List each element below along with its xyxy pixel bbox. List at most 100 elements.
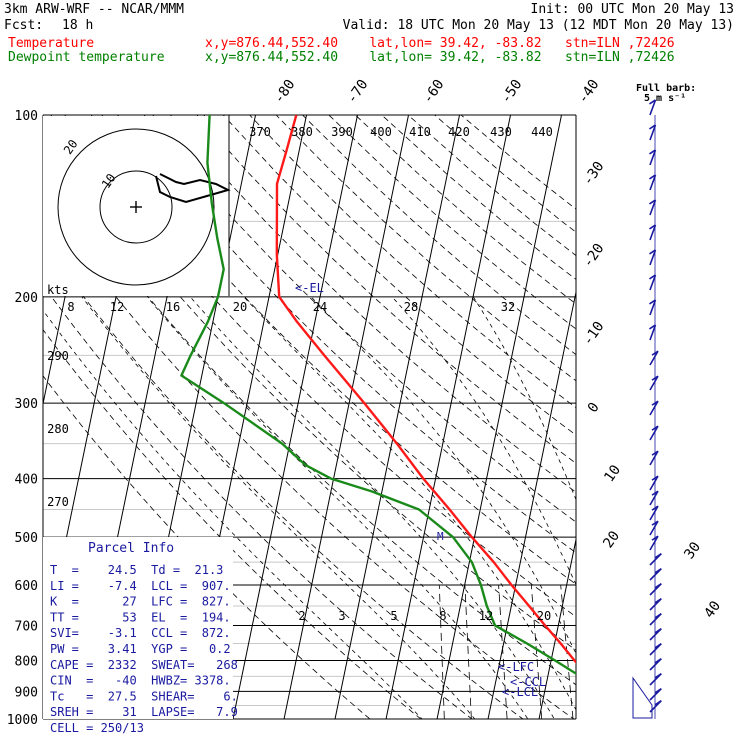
wind-barb-flag [654, 628, 662, 634]
wind-barb-flag [649, 124, 656, 130]
hodograph-speed-label: 16 [166, 300, 180, 314]
temperature-tick: 30 [681, 539, 704, 562]
theta-e-label: 290 [47, 349, 69, 363]
isotherm [0, 87, 6, 731]
theta-label: 410 [409, 125, 431, 139]
theta-label: 390 [331, 125, 353, 139]
wind-barb-flag [654, 658, 662, 664]
forecast-hour: 18 h [62, 18, 94, 33]
lfc-marker: <-LFC [498, 660, 534, 674]
wind-barb-flag [649, 99, 656, 105]
theta-label: 400 [370, 125, 392, 139]
parcel-info-panel [43, 537, 233, 719]
theta-label: 380 [291, 125, 313, 139]
parcel-info-row: LI = -7.4 LCL = 907. [50, 579, 231, 593]
theta-label: 370 [249, 125, 271, 139]
wind-barb-shaft [649, 520, 659, 536]
parcel-info-row: SREH = 31 LAPSE= 7.9 [50, 705, 238, 719]
mixing-ratio-label: 8 [439, 609, 446, 623]
pressure-tick-400: 400 [15, 473, 38, 488]
theta-e-label: 280 [47, 422, 69, 436]
wind-barb [649, 299, 657, 316]
hodograph-speed-label: 24 [313, 300, 327, 314]
dewpoint-profile [180, 115, 576, 676]
wind-barb-flag [651, 400, 659, 406]
wind-barb [649, 450, 659, 466]
wind-barb-flag [651, 350, 659, 356]
wind-barb-flag [654, 568, 662, 574]
dry-adiabat [43, 241, 524, 719]
moist-adiabat [81, 296, 476, 719]
temperature-legend: Temperature [8, 36, 95, 51]
forecast-label: Fcst: [4, 18, 44, 33]
hodograph-speed-label: 12 [110, 300, 124, 314]
temperature-tick: -40 [575, 77, 603, 107]
dewpoint-legend: Dewpoint temperature [8, 50, 165, 65]
wind-barb-shaft [649, 249, 657, 266]
dry-adiabat [43, 284, 473, 719]
parcel-info-row: K = 27 LFC = 827. [50, 595, 231, 609]
dry-adiabat [43, 329, 422, 719]
wind-barb [649, 598, 662, 611]
pressure-tick-800: 800 [15, 654, 38, 669]
theta-label: 420 [448, 125, 470, 139]
parcel-info-row: CIN = -40 HWBZ= 3378. [50, 674, 231, 688]
wind-barb [649, 613, 662, 626]
moist-adiabat [243, 296, 576, 711]
wind-barb [649, 375, 659, 391]
moist-adiabat [310, 296, 576, 655]
wind-barb [649, 505, 659, 521]
wind-barb-flag [649, 324, 656, 330]
dry-adiabat [407, 115, 576, 257]
temperature-tick: -10 [580, 319, 608, 349]
wind-barb [649, 583, 662, 596]
wind-barb-flag [654, 598, 662, 604]
model-title: 3km ARW-WRF -- NCAR/MMM [4, 2, 185, 17]
wind-barb [649, 475, 659, 491]
hodograph-ring [99, 170, 173, 244]
pressure-tick-200: 200 [15, 291, 38, 306]
mixing-ratio-label: 20 [537, 609, 551, 623]
hodograph-speed-label: 8 [67, 300, 74, 314]
mixed-layer-marker: M [437, 530, 444, 543]
wind-barb [649, 124, 657, 141]
parcel-info-row: CELL = 250/13 [50, 721, 144, 735]
wind-barb [649, 643, 662, 656]
wind-barb [649, 520, 659, 536]
ccl-marker: <-CCL [510, 675, 546, 689]
mixing-ratio-line [498, 584, 508, 719]
theta-label: 430 [490, 125, 512, 139]
wind-barb [649, 274, 657, 291]
temperature-tick: 0 [585, 400, 603, 416]
mixing-ratio-label: 12 [479, 609, 493, 623]
temperature-tick: -80 [271, 77, 299, 107]
wind-barb-flag [651, 490, 659, 496]
mixing-ratio-line [464, 584, 472, 719]
temperature-tick: -30 [580, 159, 608, 189]
parcel-info-row: CAPE = 2332 SWEAT= 268 [50, 658, 238, 672]
dry-adiabat [43, 200, 575, 719]
wind-barb-flag [654, 613, 662, 619]
dry-adiabat [222, 115, 576, 436]
wind-barb [649, 350, 659, 366]
wind-barb-shaft [649, 224, 657, 241]
wind-barb [649, 425, 659, 441]
temperature-tick: -60 [420, 77, 448, 107]
mixing-ratio-line [600, 585, 616, 732]
moist-adiabat [43, 309, 423, 719]
wind-barb [649, 224, 657, 241]
wind-barb-shaft [649, 274, 657, 291]
wind-barb-flag [651, 450, 659, 456]
wind-barb-shaft [649, 350, 659, 366]
hodograph-ring [57, 128, 215, 286]
wind-barb-flag [651, 425, 659, 431]
hodograph-trace [155, 173, 231, 204]
wind-barb [649, 490, 659, 506]
wind-barb-flag [654, 583, 662, 589]
wind-barb [649, 249, 657, 266]
wind-barb-flag [649, 174, 656, 180]
dry-adiabat [355, 115, 576, 305]
valid-time: Valid: 18 UTC Mon 20 May 13 (12 MDT Mon … [342, 18, 734, 33]
wind-barb-shaft [649, 475, 659, 491]
wind-barb [649, 535, 659, 551]
